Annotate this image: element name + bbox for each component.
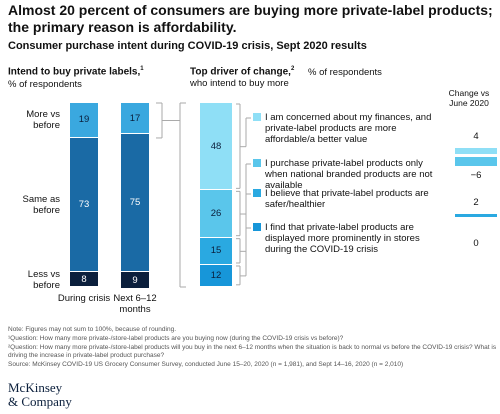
- logo: McKinsey: [8, 380, 63, 395]
- reason-text: I am concerned about my finances, and pr…: [265, 112, 432, 145]
- title: Almost 20 percent of consumers are buyin…: [8, 2, 493, 35]
- legend-swatch: [253, 189, 261, 197]
- change-bar: [455, 148, 497, 154]
- panel-title-text: Intend to buy private labels,: [8, 66, 141, 78]
- change-label: 4: [473, 131, 479, 142]
- value-label: 73: [78, 199, 90, 211]
- bar-segment: [70, 137, 98, 272]
- bar-segment: [200, 264, 232, 286]
- bar-segment: [121, 272, 149, 288]
- reason-text: I find that private-label products are d…: [265, 222, 420, 255]
- change-label: −6: [470, 170, 482, 181]
- sup: 1: [140, 66, 144, 72]
- value-label: 12: [210, 269, 222, 281]
- value-label: 8: [81, 273, 87, 285]
- row-label: Less vs before: [27, 268, 60, 291]
- value-label: 48: [210, 140, 222, 152]
- category-label: During crisis: [57, 293, 111, 304]
- change-label: 0: [473, 238, 479, 249]
- reason-text: I purchase private-label products only w…: [265, 158, 433, 191]
- bar-segment: [200, 103, 232, 190]
- bar-segment: [121, 134, 149, 272]
- bar-segment: [70, 272, 98, 286]
- sup: 2: [290, 66, 295, 72]
- panel-title: Top driver of change,2: [190, 66, 294, 77]
- change-title: Change vs June 2020: [448, 88, 490, 108]
- legend-swatch: [253, 159, 261, 167]
- bar-segment: [70, 103, 98, 137]
- footnote: Note: Figures may not sum to 100%, becau…: [8, 326, 177, 333]
- value-label: 17: [129, 112, 141, 124]
- change-bar: [455, 214, 497, 217]
- row-label: More vs before: [26, 109, 60, 132]
- legend-swatch: [253, 223, 261, 231]
- bar-segment: [200, 190, 232, 237]
- legend-swatch: [253, 113, 261, 121]
- reason-text: I believe that private-label products ar…: [265, 188, 429, 210]
- panel-title: Intend to buy private labels,1: [8, 66, 144, 77]
- value-label: 19: [78, 114, 90, 126]
- bar-segment: [200, 237, 232, 264]
- row-label: Same as before: [22, 194, 61, 217]
- change-label: 2: [473, 197, 479, 208]
- footnote: ¹Question: How many more private-/store-…: [8, 335, 344, 342]
- panel-subtitle: % of respondents: [8, 79, 82, 90]
- panel-title-text: Top driver of change,: [190, 66, 291, 78]
- footnote: ²Question: How many more private-/store-…: [8, 344, 497, 359]
- logo: & Company: [8, 394, 72, 409]
- bar-segment: [121, 103, 149, 134]
- value-label: 15: [210, 245, 222, 257]
- category-label: Next 6–12 months: [113, 293, 157, 315]
- subtitle: Consumer purchase intent during COVID-19…: [8, 40, 367, 52]
- change-bar: [455, 157, 497, 166]
- value-label: 75: [129, 197, 141, 209]
- value-label: 9: [132, 274, 138, 286]
- value-label: 26: [210, 208, 222, 220]
- panel-subtitle: % of respondents who intend to buy more: [190, 67, 382, 89]
- footnote: Source: McKinsey COVID-19 US Grocery Con…: [8, 361, 404, 368]
